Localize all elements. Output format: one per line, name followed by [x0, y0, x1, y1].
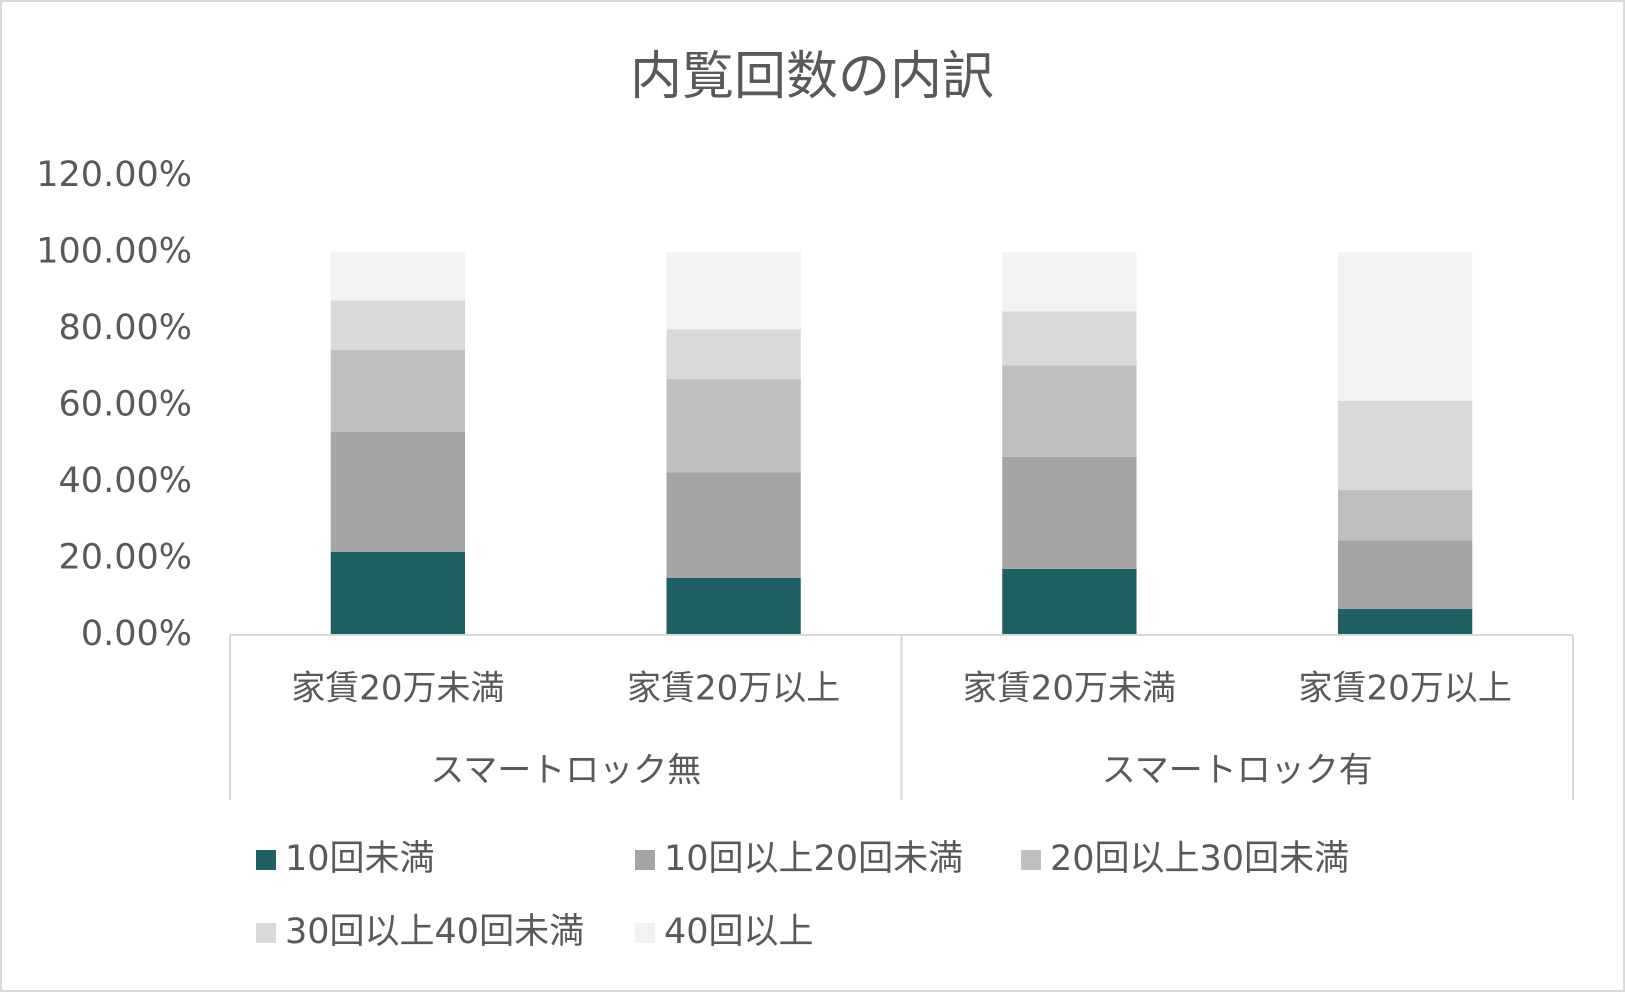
- bar-segment: [330, 551, 466, 635]
- y-tick-label: 100.00%: [36, 232, 192, 272]
- bar-segment: [330, 431, 466, 552]
- bar-segment: [1002, 252, 1137, 312]
- bar-segment: [666, 379, 801, 473]
- bar-segment: [1002, 568, 1137, 635]
- legend-swatch: [256, 850, 276, 870]
- bar-segment: [666, 472, 801, 579]
- legend-label: 10回以上20回未満: [664, 839, 963, 879]
- y-tick-label: 40.00%: [59, 461, 192, 501]
- legend-label: 30回以上40回未満: [285, 912, 584, 952]
- bar-segment: [1337, 490, 1473, 541]
- legend-swatch: [1021, 850, 1041, 870]
- legend-label: 20回以上30回未満: [1050, 839, 1349, 879]
- bar-segment: [666, 329, 801, 380]
- bar-segment: [330, 252, 466, 301]
- bar-segment: [1002, 311, 1137, 366]
- bar-segment: [330, 300, 466, 351]
- bar-segment: [666, 578, 801, 635]
- y-tick-label: 60.00%: [59, 385, 192, 425]
- bar-segment: [1002, 456, 1137, 569]
- group-label: スマートロック無: [430, 751, 701, 791]
- legend-label: 40回以上: [664, 912, 814, 952]
- bar-segment: [1337, 252, 1473, 401]
- bar-segment: [330, 350, 466, 432]
- legend-label: 10回未満: [285, 839, 435, 879]
- bar-segment: [1002, 365, 1137, 457]
- x-tick-label: 家賃20万以上: [627, 669, 840, 709]
- bar-segment: [1337, 400, 1473, 491]
- x-tick-label: 家賃20万以上: [1298, 669, 1511, 709]
- legend-swatch: [635, 923, 655, 943]
- y-tick-label: 120.00%: [36, 155, 192, 195]
- group-label: スマートロック有: [1102, 751, 1373, 791]
- chart-title: 内覧回数の内訳: [630, 47, 994, 107]
- y-tick-label: 0.00%: [81, 614, 192, 654]
- bar-segment: [1337, 608, 1473, 635]
- bar-segment: [666, 252, 801, 330]
- legend-swatch: [635, 850, 655, 870]
- y-tick-label: 20.00%: [59, 538, 192, 578]
- x-tick-label: 家賃20万未満: [291, 669, 504, 709]
- bar-segment: [1337, 540, 1473, 609]
- legend-swatch: [256, 923, 276, 943]
- y-tick-label: 80.00%: [59, 308, 192, 348]
- x-tick-label: 家賃20万未満: [963, 669, 1176, 709]
